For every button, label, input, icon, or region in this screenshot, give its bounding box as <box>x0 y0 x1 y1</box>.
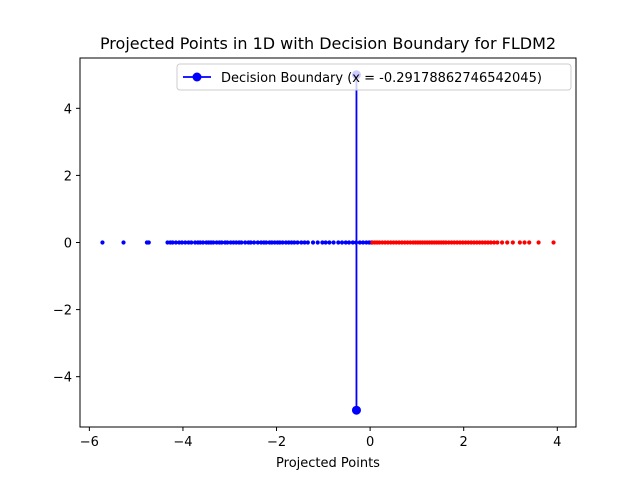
x-tick-label: −2 <box>267 435 286 450</box>
x-axis: −6 −4 −2 0 2 4 <box>80 427 561 450</box>
data-point <box>336 240 341 245</box>
data-point <box>146 240 151 245</box>
data-point <box>170 240 175 245</box>
data-point <box>292 240 297 245</box>
data-point <box>255 240 260 245</box>
x-axis-label: Projected Points <box>276 456 380 471</box>
data-point <box>343 240 348 245</box>
x-tick-label: −6 <box>80 435 99 450</box>
data-point <box>360 240 366 245</box>
data-point <box>121 240 126 245</box>
data-point <box>551 240 556 245</box>
data-point <box>100 240 105 245</box>
data-point <box>357 240 362 245</box>
data-point <box>219 240 224 245</box>
y-tick-label: 0 <box>64 237 72 252</box>
x-tick-label: 4 <box>553 435 561 450</box>
data-point <box>302 240 307 245</box>
data-point <box>189 240 194 245</box>
data-point <box>323 240 328 245</box>
data-point <box>499 240 505 245</box>
data-point <box>179 240 185 245</box>
plot-area <box>100 70 556 415</box>
y-tick-label: 2 <box>64 169 72 184</box>
legend: Decision Boundary (x = -0.29178862746542… <box>176 63 572 91</box>
data-point <box>173 240 179 245</box>
data-point <box>248 240 253 245</box>
decision-boundary-endpoint <box>351 405 361 415</box>
data-point <box>510 240 515 245</box>
data-point <box>305 240 310 245</box>
data-point <box>320 240 325 245</box>
data-point <box>488 240 493 245</box>
data-point <box>492 240 497 245</box>
legend-label: Decision Boundary (x = -0.29178862746542… <box>221 71 542 86</box>
legend-marker-swatch <box>192 72 202 82</box>
y-axis: −4 −2 0 2 4 <box>53 102 80 386</box>
y-tick-label: −2 <box>53 304 72 319</box>
data-point <box>495 240 500 245</box>
data-point <box>200 240 206 245</box>
data-point <box>505 240 510 245</box>
data-point <box>225 240 230 245</box>
data-point <box>327 240 332 245</box>
x-tick-label: 0 <box>366 435 374 450</box>
data-point <box>339 240 345 245</box>
data-point <box>310 240 316 245</box>
data-point <box>522 240 527 245</box>
data-point <box>299 240 304 245</box>
data-point <box>243 240 248 245</box>
x-tick-label: 2 <box>460 435 468 450</box>
legend-box <box>176 63 572 91</box>
data-point <box>183 240 188 245</box>
data-point <box>251 240 257 245</box>
data-point <box>280 240 285 245</box>
data-point <box>517 240 522 245</box>
data-point <box>315 240 320 245</box>
data-point <box>211 240 216 245</box>
data-point <box>295 240 300 245</box>
data-point <box>239 240 244 245</box>
data-point <box>346 240 352 245</box>
y-tick-label: 4 <box>64 102 72 117</box>
data-point <box>331 240 336 245</box>
data-point <box>264 240 269 245</box>
data-point <box>350 240 355 245</box>
y-tick-label: −4 <box>53 371 72 386</box>
x-tick-label: −4 <box>173 435 192 450</box>
chart-title: Projected Points in 1D with Decision Bou… <box>100 34 556 53</box>
data-point <box>536 240 541 245</box>
data-point <box>527 240 532 245</box>
